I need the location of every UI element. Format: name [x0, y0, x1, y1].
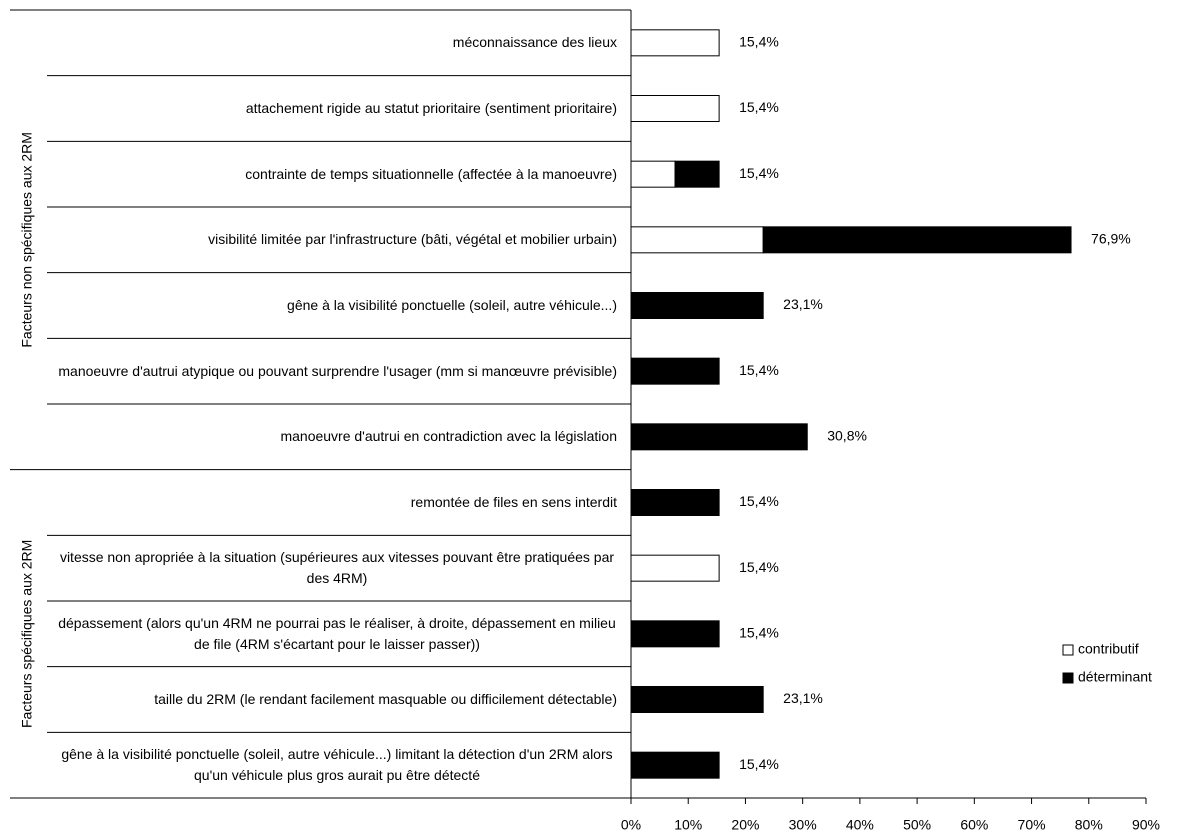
- bar-segment: [630, 357, 720, 385]
- category-text: vitesse non apropriée à la situation (su…: [59, 549, 615, 587]
- category-label: gêne à la visibilité ponctuelle (soleil,…: [57, 732, 617, 798]
- category-label: attachement rigide au statut prioritaire…: [57, 76, 617, 142]
- total-label: 15,4%: [739, 165, 779, 181]
- legend-label: contributif: [1078, 641, 1139, 657]
- group-label: Facteurs non spécifiques aux 2RM: [19, 132, 35, 348]
- x-tick-label: 0%: [621, 817, 641, 833]
- total-label: 15,4%: [739, 625, 779, 641]
- bar-segment: [630, 160, 676, 188]
- bar-segment: [674, 160, 720, 188]
- total-label: 23,1%: [783, 296, 823, 312]
- category-text: gêne à la visibilité ponctuelle (soleil,…: [61, 746, 613, 784]
- category-text: dépassement (alors qu'un 4RM ne pourrai …: [58, 614, 616, 652]
- legend-swatch: [1062, 644, 1074, 656]
- bar-segment: [630, 751, 720, 779]
- group-label: Facteurs spécifiques aux 2RM: [19, 540, 35, 728]
- x-tick-label: 90%: [1132, 817, 1160, 833]
- category-text: remontée de files en sens interdit: [410, 493, 617, 510]
- category-label: dépassement (alors qu'un 4RM ne pourrai …: [57, 601, 617, 667]
- bar-segment: [630, 620, 720, 648]
- bar-segment: [630, 226, 764, 254]
- category-text: manoeuvre d'autrui atypique ou pouvant s…: [58, 362, 617, 379]
- category-text: manoeuvre d'autrui en contradiction avec…: [280, 428, 617, 445]
- bar-segment: [762, 226, 1072, 254]
- category-label: visibilité limitée par l'infrastructure …: [57, 207, 617, 273]
- x-tick-label: 70%: [1018, 817, 1046, 833]
- category-text: contrainte de temps situationnelle (affe…: [245, 165, 617, 182]
- total-label: 76,9%: [1091, 231, 1131, 247]
- bar-segment: [630, 423, 808, 451]
- x-tick-label: 10%: [674, 817, 702, 833]
- bar-segment: [630, 489, 720, 516]
- legend-swatch: [1062, 672, 1074, 684]
- total-label: 15,4%: [739, 493, 779, 509]
- category-label: manoeuvre d'autrui en contradiction avec…: [57, 404, 617, 470]
- category-text: méconnaissance des lieux: [452, 34, 617, 51]
- category-label: contrainte de temps situationnelle (affe…: [57, 141, 617, 207]
- total-label: 15,4%: [739, 362, 779, 378]
- bar-segment: [630, 292, 764, 319]
- total-label: 15,4%: [739, 756, 779, 772]
- category-text: visibilité limitée par l'infrastructure …: [208, 231, 617, 248]
- total-label: 15,4%: [739, 559, 779, 575]
- category-label: méconnaissance des lieux: [57, 10, 617, 76]
- category-label: gêne à la visibilité ponctuelle (soleil,…: [57, 273, 617, 339]
- total-label: 30,8%: [827, 428, 867, 444]
- category-text: gêne à la visibilité ponctuelle (soleil,…: [287, 296, 617, 313]
- x-tick-label: 30%: [789, 817, 817, 833]
- x-tick-label: 20%: [731, 817, 759, 833]
- bar-segment: [630, 554, 720, 582]
- bar-segment: [630, 95, 720, 122]
- bar-segment: [630, 686, 764, 713]
- category-text: attachement rigide au statut prioritaire…: [245, 99, 617, 116]
- category-label: remontée de files en sens interdit: [57, 470, 617, 536]
- total-label: 23,1%: [783, 690, 823, 706]
- category-label: vitesse non apropriée à la situation (su…: [57, 535, 617, 601]
- total-label: 15,4%: [739, 99, 779, 115]
- total-label: 15,4%: [739, 34, 779, 50]
- category-label: taille du 2RM (le rendant facilement mas…: [57, 667, 617, 733]
- x-tick-label: 80%: [1075, 817, 1103, 833]
- category-text: taille du 2RM (le rendant facilement mas…: [154, 690, 617, 707]
- x-tick-label: 60%: [960, 817, 988, 833]
- x-tick-label: 50%: [903, 817, 931, 833]
- legend-label: déterminant: [1078, 669, 1152, 685]
- category-label: manoeuvre d'autrui atypique ou pouvant s…: [57, 338, 617, 404]
- x-tick-label: 40%: [846, 817, 874, 833]
- bar-segment: [630, 29, 720, 57]
